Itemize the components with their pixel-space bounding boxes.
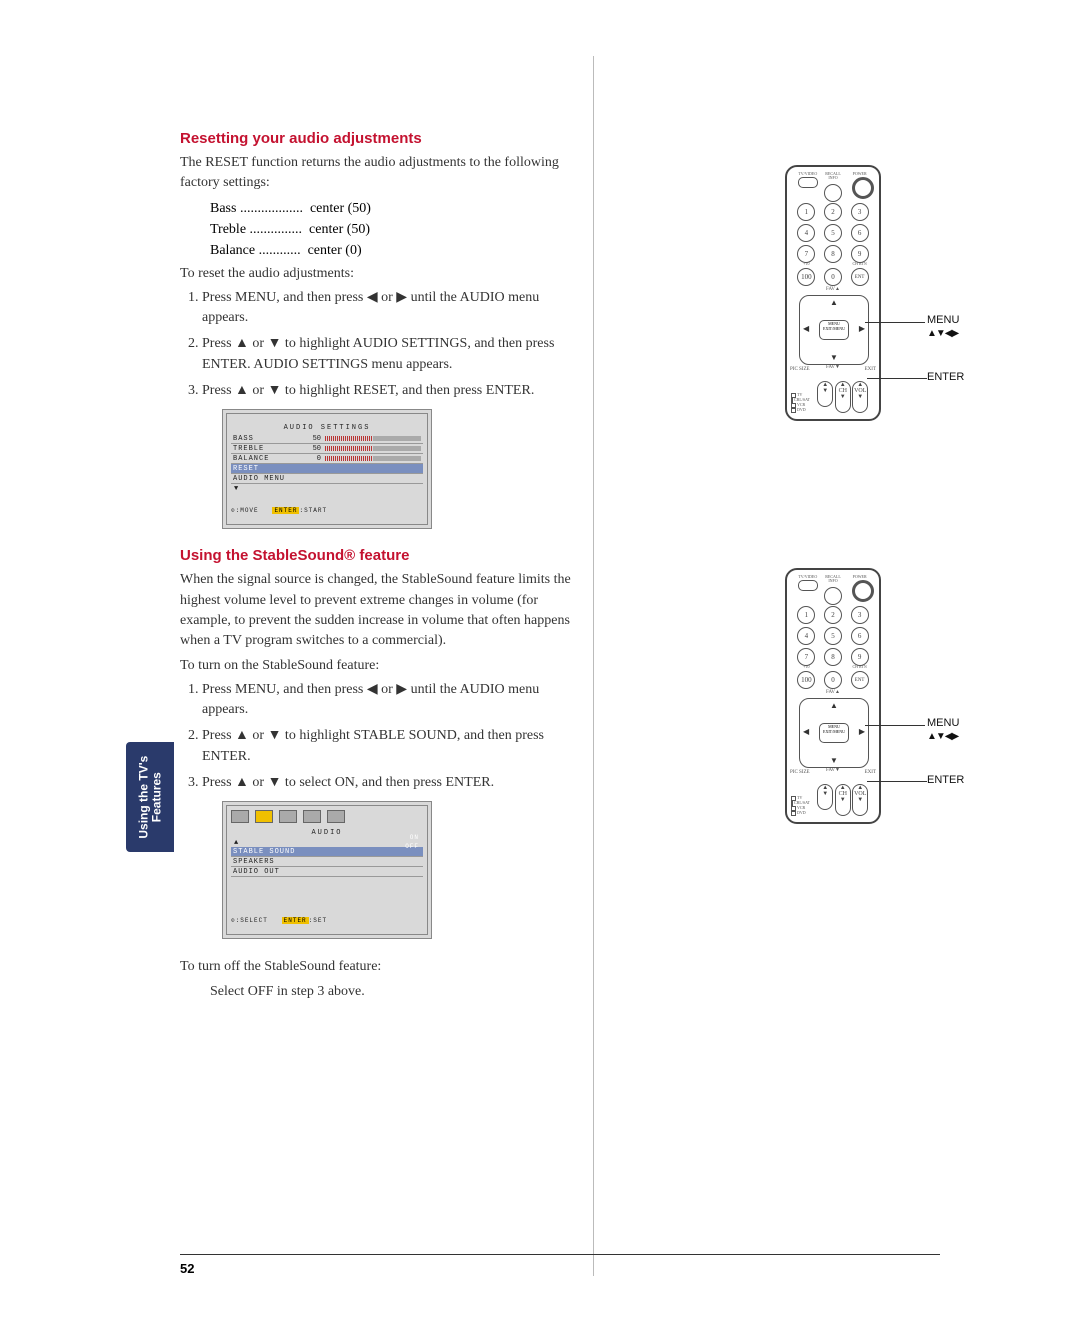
callout-arrows: ▲▼◀▶ bbox=[927, 328, 958, 339]
step: Press ▲ or ▼ to select ON, and then pres… bbox=[202, 773, 580, 793]
osd-hint: ⊙:SELECT ENTER:SET bbox=[231, 917, 423, 924]
off-step: Select OFF in step 3 above. bbox=[210, 982, 580, 1002]
remote-illustration-1: TV/VIDEO RECALLINFO POWER 123 456 789 +1… bbox=[785, 165, 885, 421]
section-reset-audio: Resetting your audio adjustments The RES… bbox=[180, 130, 580, 529]
section-stablesound: Using the StableSound® feature When the … bbox=[180, 547, 580, 1002]
intro-stablesound: When the signal source is changed, the S… bbox=[180, 570, 580, 651]
step: Press MENU, and then press ◀ or ▶ until … bbox=[202, 288, 580, 329]
steps-reset: Press MENU, and then press ◀ or ▶ until … bbox=[180, 288, 580, 401]
page-number: 52 bbox=[180, 1254, 940, 1276]
step: Press MENU, and then press ◀ or ▶ until … bbox=[202, 680, 580, 721]
steps-stablesound: Press MENU, and then press ◀ or ▶ until … bbox=[180, 680, 580, 793]
intro-reset: The RESET function returns the audio adj… bbox=[180, 153, 580, 194]
step: Press ▲ or ▼ to highlight AUDIO SETTINGS… bbox=[202, 334, 580, 375]
default-treble: Treble ............... center (50) bbox=[210, 219, 580, 240]
callout-enter: ENTER bbox=[927, 371, 964, 383]
callout-menu: MENU bbox=[927, 717, 959, 729]
prestep-stablesound: To turn on the StableSound feature: bbox=[180, 656, 580, 676]
osd-title: AUDIO bbox=[231, 829, 423, 837]
osd-audio-menu: AUDIO ▲ STABLE SOUND ON OFF SPEAKERS AUD… bbox=[222, 801, 432, 939]
off-intro: To turn off the StableSound feature: bbox=[180, 957, 580, 977]
page: Resetting your audio adjustments The RES… bbox=[0, 0, 1080, 1344]
callout-menu: MENU bbox=[927, 314, 959, 326]
callout-arrows: ▲▼◀▶ bbox=[927, 731, 958, 742]
callout-enter: ENTER bbox=[927, 774, 964, 786]
column-divider bbox=[593, 56, 594, 1276]
osd-audio-settings: AUDIO SETTINGS BASS50 TREBLE50 BALANCE0 … bbox=[222, 409, 432, 529]
default-balance: Balance ............ center (0) bbox=[210, 240, 580, 261]
osd-hint: ⊙:MOVE ENTER:START bbox=[231, 507, 423, 514]
heading-stablesound: Using the StableSound® feature bbox=[180, 547, 580, 564]
heading-reset: Resetting your audio adjustments bbox=[180, 130, 580, 147]
prestep-reset: To reset the audio adjustments: bbox=[180, 264, 580, 284]
step: Press ▲ or ▼ to highlight RESET, and the… bbox=[202, 381, 580, 401]
default-bass: Bass .................. center (50) bbox=[210, 198, 580, 219]
factory-defaults-list: Bass .................. center (50) Treb… bbox=[210, 198, 580, 261]
step: Press ▲ or ▼ to highlight STABLE SOUND, … bbox=[202, 726, 580, 767]
osd-title: AUDIO SETTINGS bbox=[231, 424, 423, 432]
remote-illustration-2: TV/VIDEO RECALLINFO POWER 123 456 789 +1… bbox=[785, 568, 885, 824]
side-tab: Using the TV'sFeatures bbox=[126, 742, 174, 852]
